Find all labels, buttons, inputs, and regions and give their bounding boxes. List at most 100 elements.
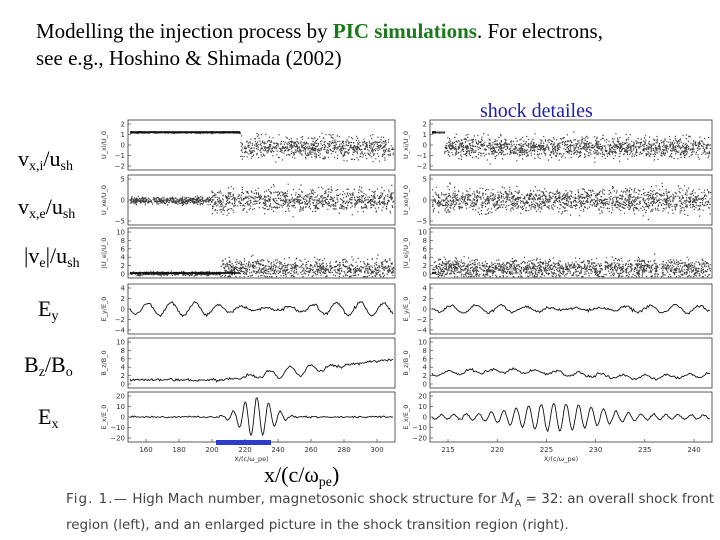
y-axis-label: |U_e|/U_0 [402, 238, 410, 269]
y-tick-label: −2 [115, 316, 125, 324]
shock-details-label: shock detailes [480, 100, 593, 122]
plot-frame [127, 227, 396, 279]
x-axis-title: X/(c/ω_pe) [544, 455, 578, 463]
field-curve [129, 397, 394, 437]
y-axis-label: E_x/E_0 [402, 405, 410, 430]
y-tick-label: 2 [121, 262, 125, 270]
y-axis-label: E_y/E_0 [100, 297, 108, 322]
y-tick-label: 10 [418, 403, 427, 411]
y-axis-label: B_z/B_0 [402, 350, 410, 375]
y-tick-label: −2 [417, 316, 427, 324]
y-tick-label: 0 [121, 142, 125, 150]
row-label-vxi: vx,i/ush [18, 146, 73, 174]
x-tick-label: 235 [638, 446, 651, 454]
y-tick-label: 2 [423, 121, 427, 129]
figure-caption: Fig. 1.— High Mach number, magnetosonic … [66, 491, 715, 533]
y-axis-label: E_x/E_0 [100, 405, 108, 430]
y-tick-label: 5 [121, 176, 125, 184]
y-tick-label: 10 [418, 339, 427, 347]
y-tick-label: 2 [121, 121, 125, 129]
y-axis-label: B_z/B_0 [100, 350, 108, 375]
x-tick-label: 260 [304, 446, 317, 454]
row-label-ve: |ve|/ush [24, 243, 80, 271]
x-tick-label: 300 [370, 446, 383, 454]
title-line1-pre: Modelling the injection process by [36, 19, 333, 43]
x-tick-label: 240 [271, 446, 284, 454]
y-tick-label: 4 [423, 285, 428, 293]
y-tick-label: −4 [115, 327, 126, 335]
particle-scatter [432, 253, 711, 278]
y-tick-label: 0 [423, 381, 427, 389]
y-tick-label: −10 [110, 424, 125, 432]
particle-scatter [432, 131, 711, 165]
field-curve [129, 358, 394, 383]
y-tick-label: −20 [412, 435, 427, 443]
y-tick-label: 20 [418, 393, 427, 401]
x-tick-label: 220 [491, 446, 504, 454]
y-axis-label: |U_e|/U_0 [100, 238, 108, 269]
y-tick-label: 2 [423, 295, 427, 303]
row-label-vxe: vx,e/ush [18, 194, 76, 222]
y-tick-label: 0 [423, 414, 427, 422]
y-axis-label: E_y/E_0 [402, 297, 410, 322]
particle-scatter [432, 182, 712, 221]
plot-frame [127, 283, 396, 335]
y-tick-label: −4 [417, 327, 428, 335]
x-tick-label: 220 [238, 446, 251, 454]
x-tick-label: 200 [205, 446, 218, 454]
y-axis-label: U_xi/U_0 [100, 131, 108, 159]
y-tick-label: 0 [423, 271, 427, 279]
y-axis-label: U_xe/U_0 [402, 185, 410, 215]
y-tick-label: 10 [418, 229, 427, 237]
y-tick-label: 6 [423, 245, 428, 253]
y-tick-label: 10 [116, 339, 125, 347]
y-tick-label: 4 [423, 364, 428, 372]
y-tick-label: −5 [417, 218, 427, 226]
particle-scatter [130, 131, 395, 163]
y-tick-label: 4 [121, 364, 126, 372]
y-tick-label: −20 [110, 435, 125, 443]
row-label-ey: Ey [38, 296, 59, 324]
field-curve [431, 366, 711, 381]
y-tick-label: −2 [115, 163, 125, 171]
title-line2: see e.g., Hoshino & Shimada (2002) [36, 46, 342, 70]
plot-frame [127, 337, 396, 389]
y-tick-label: 0 [121, 381, 125, 389]
y-tick-label: 4 [423, 254, 428, 262]
y-tick-label: 0 [121, 306, 125, 314]
y-tick-label: 2 [423, 372, 427, 380]
field-curve [129, 301, 394, 318]
x-tick-label: 215 [441, 446, 454, 454]
y-tick-label: 6 [121, 245, 126, 253]
y-tick-label: −1 [115, 152, 125, 160]
x-tick-label: 240 [687, 446, 700, 454]
y-tick-label: 2 [423, 262, 427, 270]
plot-frame [429, 337, 713, 389]
y-tick-label: −10 [412, 424, 427, 432]
caption-figno: Fig. 1.— [66, 491, 129, 507]
caption-math: M [500, 491, 515, 507]
x-axis-title: X/(c/ω_pe) [234, 455, 268, 463]
y-tick-label: 0 [121, 271, 125, 279]
field-curve [431, 402, 711, 433]
y-tick-label: 2 [121, 295, 125, 303]
y-tick-label: 6 [121, 355, 126, 363]
y-tick-label: −5 [115, 218, 125, 226]
y-tick-label: 8 [121, 347, 125, 355]
y-tick-label: 4 [121, 254, 126, 262]
x-tick-label: 280 [337, 446, 350, 454]
y-tick-label: 1 [423, 131, 427, 139]
y-tick-label: 0 [423, 197, 427, 205]
x-tick-label: 225 [540, 446, 553, 454]
y-tick-label: 6 [423, 355, 428, 363]
row-label-ex: Ex [38, 404, 59, 432]
y-tick-label: 2 [121, 372, 125, 380]
title-highlight: PIC simulations [332, 19, 477, 43]
title-line1-post: . For electrons, [476, 19, 603, 43]
field-curve [431, 303, 711, 315]
x-tick-label: 180 [172, 446, 185, 454]
plot-frame [429, 227, 713, 279]
y-tick-label: −2 [417, 163, 427, 171]
y-tick-label: 4 [121, 285, 126, 293]
row-label-bz: Bz/Bo [24, 352, 73, 380]
